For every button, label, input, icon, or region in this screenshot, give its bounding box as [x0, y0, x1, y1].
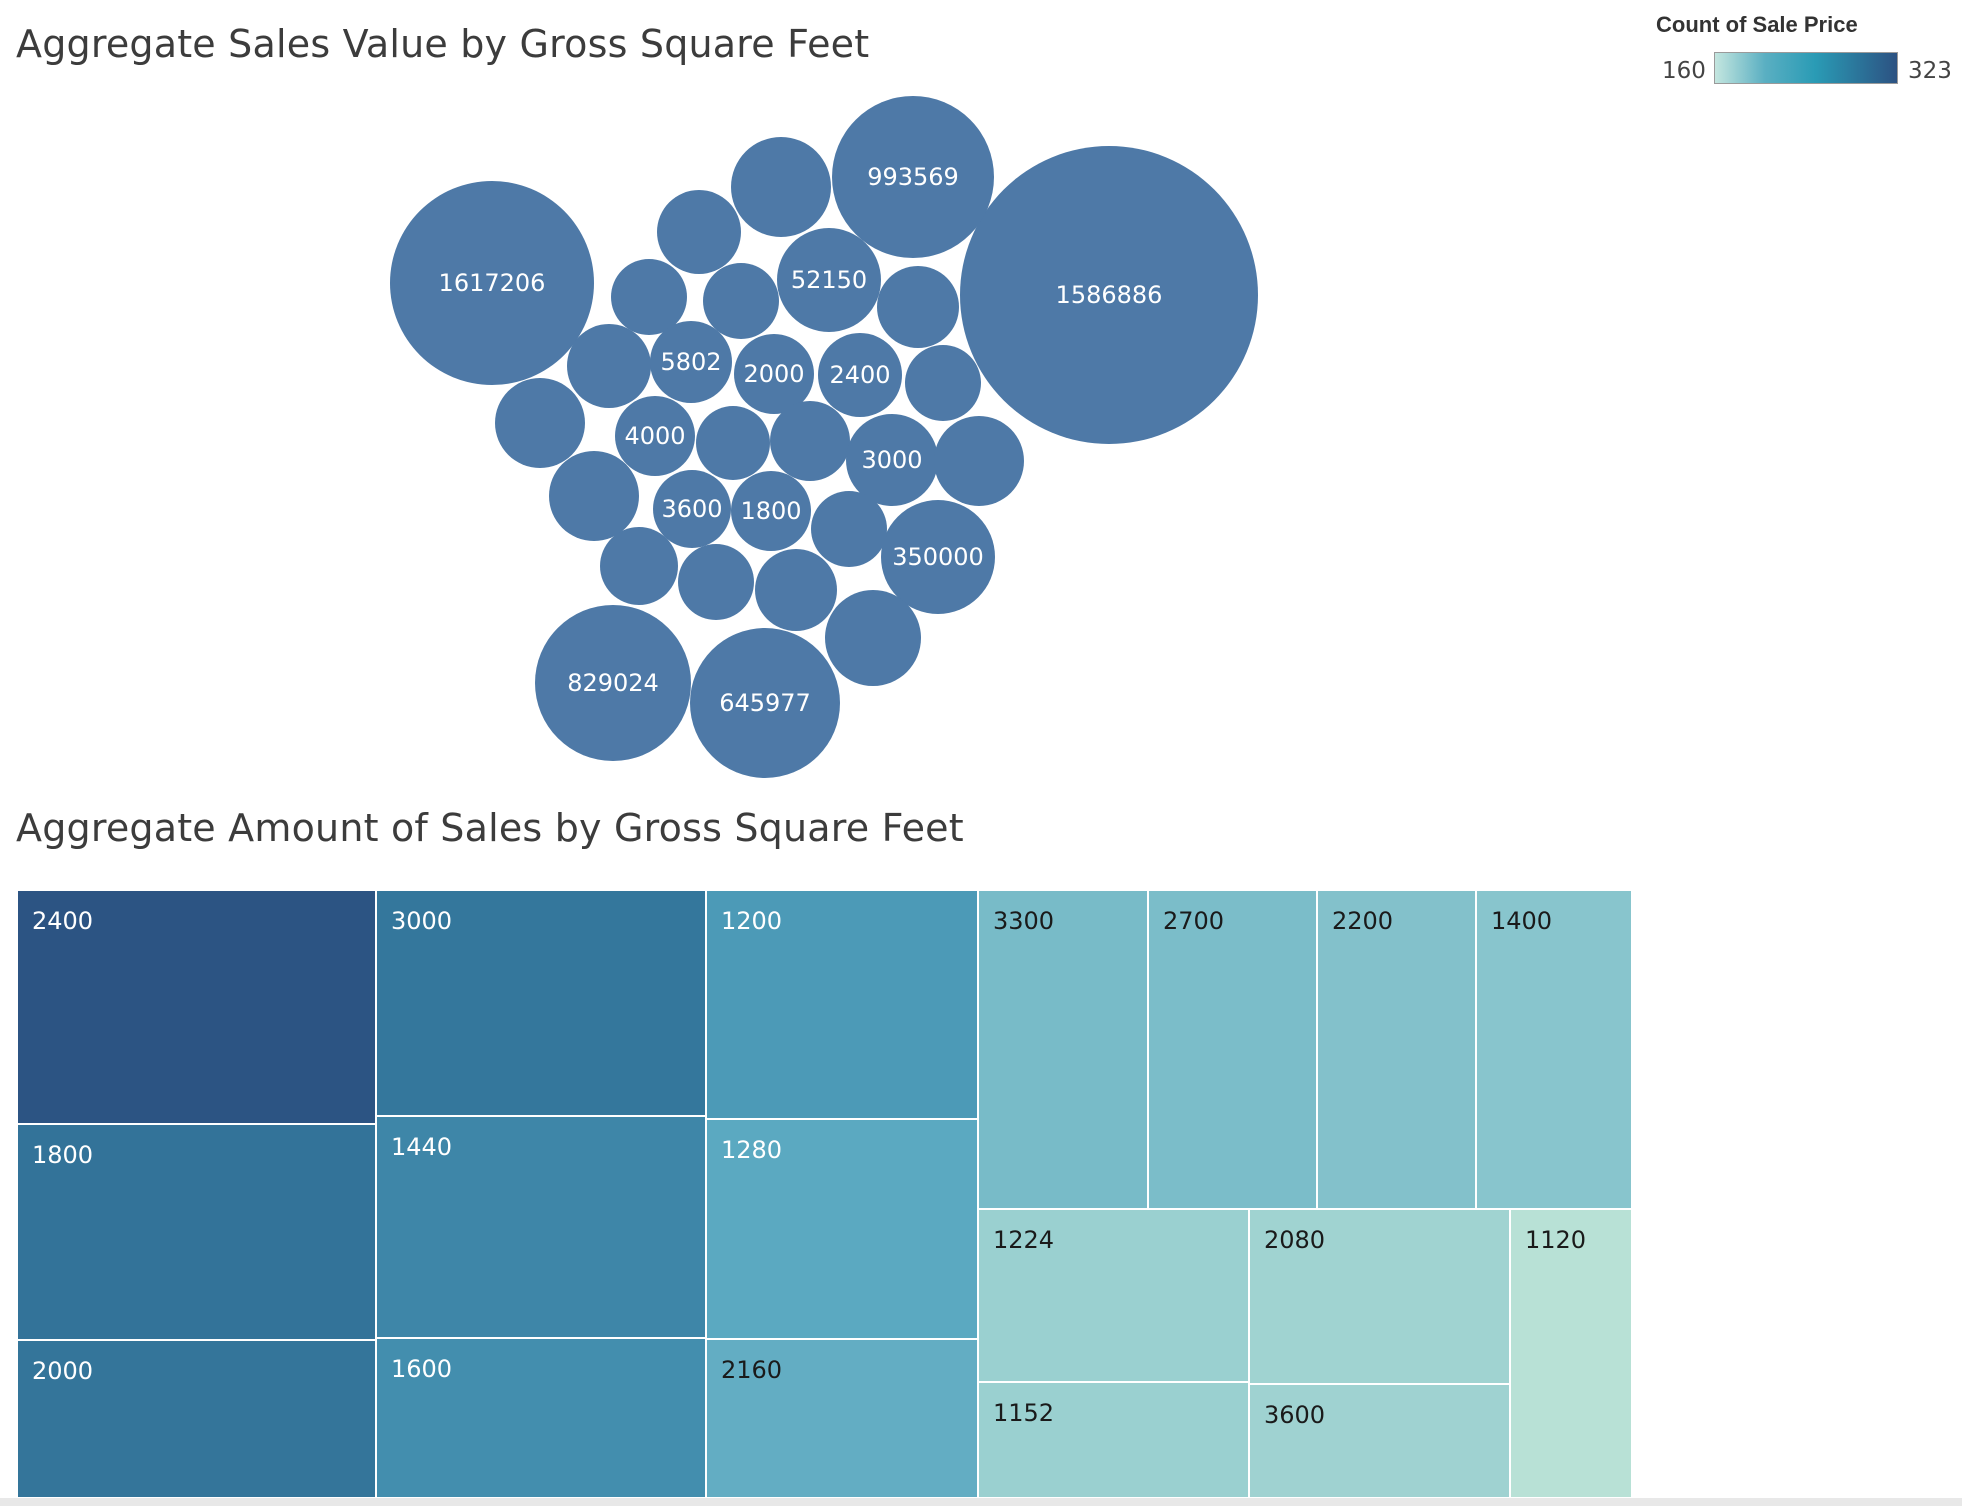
bubble-label: 645977: [719, 689, 811, 717]
bubble-mark[interactable]: [731, 137, 831, 237]
treemap-cell[interactable]: 1800: [17, 1124, 376, 1340]
treemap-cell-label: 3000: [391, 907, 453, 935]
bubble-mark[interactable]: [881, 500, 995, 614]
bubble-label: 1586886: [1056, 281, 1163, 309]
bubble-label: 1617206: [439, 269, 546, 297]
bubble-mark[interactable]: [770, 401, 850, 481]
bubble-label: 3000: [861, 446, 922, 474]
bubble-label: 3600: [661, 495, 722, 523]
bubble-mark[interactable]: [731, 471, 811, 551]
treemap-cell-label: 1200: [721, 907, 783, 935]
bubble-label: 1800: [740, 497, 801, 525]
bubble-mark[interactable]: [535, 605, 691, 761]
bubble-mark[interactable]: [549, 451, 639, 541]
treemap-cell-label: 1440: [391, 1133, 453, 1161]
treemap-chart-title: Aggregate Amount of Sales by Gross Squar…: [16, 806, 964, 850]
bubble-mark[interactable]: [567, 324, 651, 408]
bubble-mark[interactable]: [703, 263, 779, 339]
treemap-cell[interactable]: 2700: [1148, 890, 1317, 1209]
treemap-cell-label: 2200: [1332, 907, 1394, 935]
bubble-label: 4000: [624, 422, 685, 450]
treemap-cell[interactable]: 2200: [1317, 890, 1476, 1209]
treemap-cell-label: 2080: [1264, 1226, 1326, 1254]
bubble-mark[interactable]: [818, 333, 902, 417]
bubble-label: 993569: [867, 163, 959, 191]
bubble-label: 52150: [791, 266, 867, 294]
legend-min-label: 160: [1662, 58, 1706, 84]
bubble-label: 350000: [892, 543, 984, 571]
bubble-mark[interactable]: [611, 259, 687, 335]
bubble-mark[interactable]: [615, 396, 695, 476]
treemap-cell[interactable]: 1152: [978, 1382, 1249, 1498]
bubble-mark[interactable]: [934, 416, 1024, 506]
treemap-cell[interactable]: 1440: [376, 1116, 706, 1338]
treemap-cell[interactable]: 1280: [706, 1119, 978, 1339]
bubble-chart-title: Aggregate Sales Value by Gross Square Fe…: [16, 22, 870, 66]
bubble-mark[interactable]: [690, 628, 840, 778]
treemap-cell-label: 1600: [391, 1355, 453, 1383]
scrollbar-track[interactable]: [0, 1498, 1962, 1506]
treemap-cell[interactable]: 1224: [978, 1209, 1249, 1382]
bubble-mark[interactable]: [657, 190, 741, 274]
treemap-cell-label: 3600: [1264, 1401, 1326, 1429]
bubble-mark[interactable]: [734, 334, 814, 414]
bubble-mark[interactable]: [390, 181, 594, 385]
treemap-cell[interactable]: 3300: [978, 890, 1148, 1209]
bubble-mark[interactable]: [650, 321, 732, 403]
treemap-cell[interactable]: 1600: [376, 1338, 706, 1498]
treemap-cell-label: 3300: [993, 907, 1055, 935]
bubble-label: 5802: [660, 348, 721, 376]
treemap-cell-label: 2160: [721, 1356, 783, 1384]
treemap-cell[interactable]: 3000: [376, 890, 706, 1116]
treemap-cell-label: 1120: [1525, 1226, 1587, 1254]
legend-title: Count of Sale Price: [1656, 12, 1858, 37]
bubble-mark[interactable]: [877, 266, 959, 348]
legend-gradient-bar: [1714, 52, 1898, 84]
bubble-mark[interactable]: [777, 228, 881, 332]
legend-max-label: 323: [1908, 58, 1952, 84]
bubble-mark[interactable]: [811, 491, 887, 567]
treemap-cell-label: 2700: [1163, 907, 1225, 935]
treemap-cell[interactable]: 2400: [17, 890, 376, 1124]
bubble-mark[interactable]: [846, 414, 938, 506]
bubble-chart: 1586886 1617206 993569 829024 645977 350000 52…: [390, 96, 1258, 778]
treemap-cell-label: 1280: [721, 1136, 783, 1164]
color-legend: Count of Sale Price 160 323: [1620, 12, 1960, 92]
bubble-label: 2400: [829, 361, 890, 389]
bubble-mark[interactable]: [832, 96, 994, 258]
bubble-mark[interactable]: [653, 470, 731, 548]
treemap-cell-label: 1400: [1491, 907, 1553, 935]
bubble-mark[interactable]: [600, 527, 678, 605]
treemap-cell-label: 2400: [32, 907, 94, 935]
treemap-cell[interactable]: 2080: [1249, 1209, 1510, 1384]
treemap-cell-label: 1800: [32, 1141, 94, 1169]
treemap-chart: 2400 1800 2000 3000 1440 1600 1200 1280 2160 3300…: [17, 890, 1632, 1498]
treemap-cell-label: 2000: [32, 1357, 94, 1385]
treemap-cell[interactable]: 2000: [17, 1340, 376, 1498]
treemap-cell[interactable]: 1200: [706, 890, 978, 1119]
bubble-mark[interactable]: [696, 406, 770, 480]
treemap-cell[interactable]: 3600: [1249, 1384, 1510, 1498]
bubble-mark[interactable]: [905, 345, 981, 421]
bubble-label: 2000: [743, 360, 804, 388]
bubble-mark[interactable]: [825, 590, 921, 686]
bubble-label: 829024: [567, 669, 659, 697]
bubble-mark[interactable]: [678, 544, 754, 620]
treemap-cell[interactable]: 1120: [1510, 1209, 1632, 1498]
treemap-cell[interactable]: 1400: [1476, 890, 1632, 1209]
treemap-cell-label: 1152: [993, 1399, 1055, 1427]
bubble-mark[interactable]: [495, 378, 585, 468]
bubble-mark[interactable]: [960, 146, 1258, 444]
treemap-cell-label: 1224: [993, 1226, 1055, 1254]
treemap-cell[interactable]: 2160: [706, 1339, 978, 1498]
bubble-mark[interactable]: [755, 549, 837, 631]
